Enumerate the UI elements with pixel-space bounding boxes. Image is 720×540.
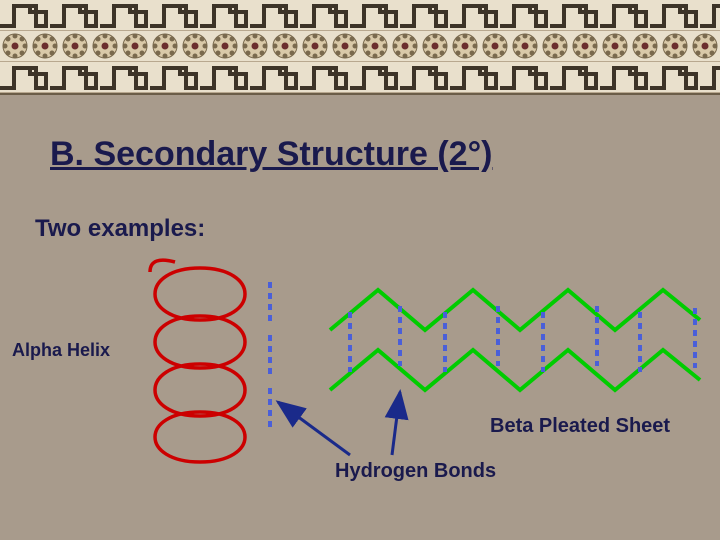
- label-hydrogen-bonds: Hydrogen Bonds: [335, 460, 496, 483]
- label-beta-sheet: Beta Pleated Sheet: [490, 415, 670, 438]
- greek-border: [0, 0, 720, 95]
- label-alpha-helix: Alpha Helix: [12, 340, 110, 361]
- beta-sheet-shape: [330, 290, 700, 390]
- beta-hbond-lines: [350, 306, 695, 372]
- slide-subtitle: Two examples:: [35, 215, 205, 243]
- hbond-arrows: [278, 392, 400, 455]
- slide-title: B. Secondary Structure (2°): [50, 135, 492, 174]
- alpha-helix-shape: [150, 260, 245, 462]
